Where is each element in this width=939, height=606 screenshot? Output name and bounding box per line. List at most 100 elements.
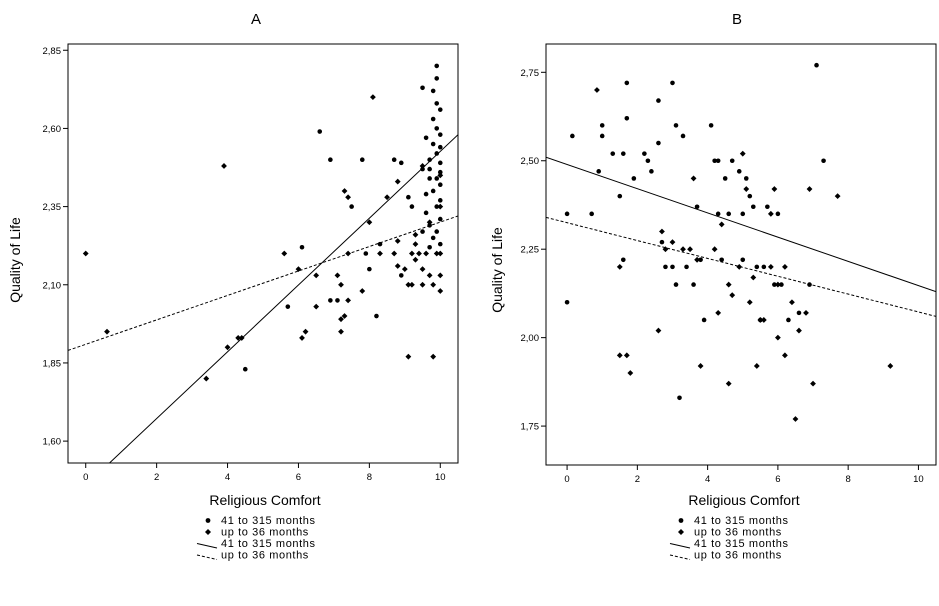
data-point-circle bbox=[747, 193, 753, 199]
data-point-circle bbox=[398, 160, 404, 166]
data-point-circle bbox=[564, 211, 570, 217]
data-point-circle bbox=[427, 223, 432, 228]
data-point-circle bbox=[740, 211, 746, 217]
data-point-diamond bbox=[437, 250, 444, 257]
x-tick-label: 0 bbox=[564, 474, 569, 485]
data-point-circle bbox=[437, 241, 443, 247]
plot-area bbox=[67, 43, 459, 464]
x-tick-label: 10 bbox=[435, 472, 446, 483]
data-point-circle bbox=[427, 157, 432, 162]
data-point-circle bbox=[715, 158, 721, 164]
legend-label: up to 36 months bbox=[694, 550, 782, 562]
data-point-diamond bbox=[725, 380, 732, 387]
data-point-circle bbox=[437, 160, 443, 166]
panel-title: A bbox=[251, 11, 261, 28]
x-tick-label: 2 bbox=[154, 472, 159, 483]
data-point-diamond bbox=[687, 246, 693, 253]
data-point-circle bbox=[765, 204, 770, 210]
tick-group: 0 2 4 6 8 10 1,75 2,00 2,25 2,50 2,75 bbox=[521, 68, 924, 485]
data-point-circle bbox=[670, 80, 675, 86]
chart-panel-a: A Quality of Life Religious Comfort 0 2 4 6… bbox=[7, 11, 459, 562]
data-point-diamond bbox=[338, 328, 344, 335]
data-point-circle bbox=[437, 216, 443, 222]
data-point-diamond bbox=[416, 250, 422, 257]
legend-label: 41 to 315 months bbox=[221, 515, 316, 527]
data-point-circle bbox=[599, 123, 605, 128]
x-tick-label: 4 bbox=[225, 472, 230, 483]
data-point-circle bbox=[409, 204, 415, 209]
data-point-circle bbox=[434, 63, 440, 69]
data-point-diamond bbox=[104, 328, 110, 335]
data-points bbox=[82, 63, 444, 382]
data-point-diamond bbox=[221, 163, 227, 169]
data-point-circle bbox=[430, 235, 436, 241]
data-point-diamond bbox=[739, 150, 746, 157]
data-point-diamond bbox=[694, 256, 700, 263]
data-point-diamond bbox=[412, 256, 419, 263]
data-point-circle bbox=[673, 123, 679, 128]
data-point-circle bbox=[620, 151, 626, 156]
data-point-diamond bbox=[405, 281, 412, 288]
data-point-diamond bbox=[394, 178, 401, 185]
data-point-diamond bbox=[669, 239, 676, 246]
data-point-diamond bbox=[623, 352, 630, 359]
data-point-circle bbox=[420, 166, 425, 172]
y-tick-label: 2,35 bbox=[43, 202, 62, 213]
data-point-circle bbox=[377, 241, 383, 247]
data-point-circle bbox=[434, 176, 440, 181]
legend-label: 41 to 315 months bbox=[694, 538, 789, 550]
legend-marker-circle bbox=[205, 518, 211, 523]
data-point-circle bbox=[656, 98, 661, 103]
data-point-diamond bbox=[437, 172, 444, 179]
data-point-circle bbox=[564, 299, 570, 305]
x-axis-title: Religious Comfort bbox=[688, 492, 799, 508]
data-point-diamond bbox=[409, 281, 415, 288]
x-tick-label: 6 bbox=[775, 474, 780, 485]
data-point-diamond bbox=[697, 363, 704, 369]
data-point-circle bbox=[430, 88, 436, 94]
data-point-diamond bbox=[437, 272, 444, 279]
data-point-circle bbox=[430, 141, 436, 147]
y-tick-label: 2,50 bbox=[521, 156, 540, 167]
y-tick-label: 2,10 bbox=[43, 280, 62, 291]
data-point-diamond bbox=[746, 299, 753, 306]
data-point-circle bbox=[434, 151, 440, 156]
legend-label: up to 36 months bbox=[694, 527, 782, 539]
data-point-circle bbox=[680, 133, 686, 139]
data-point-circle bbox=[328, 157, 333, 162]
data-point-diamond bbox=[711, 246, 718, 253]
plot-area bbox=[545, 43, 937, 466]
legend-line-dashed-line bbox=[669, 554, 691, 560]
data-point-circle bbox=[328, 298, 333, 303]
data-point-circle bbox=[624, 115, 630, 121]
data-point-circle bbox=[427, 244, 432, 250]
x-tick-label: 0 bbox=[83, 472, 88, 483]
data-point-circle bbox=[349, 204, 354, 209]
data-point-circle bbox=[423, 135, 429, 141]
data-point-circle bbox=[437, 169, 443, 175]
data-point-diamond bbox=[803, 309, 809, 316]
data-point-diamond bbox=[430, 353, 437, 360]
data-point-circle bbox=[673, 282, 679, 287]
y-tick-label: 2,00 bbox=[521, 333, 540, 344]
data-point-circle bbox=[406, 194, 411, 200]
data-points bbox=[564, 62, 894, 422]
data-point-diamond bbox=[806, 186, 813, 192]
data-point-diamond bbox=[412, 241, 419, 248]
data-point-circle bbox=[423, 210, 429, 216]
data-point-diamond bbox=[753, 363, 760, 369]
data-point-diamond bbox=[433, 250, 440, 257]
data-point-circle bbox=[698, 257, 703, 263]
data-point-diamond bbox=[690, 175, 697, 182]
legend-marker-circle bbox=[678, 518, 684, 523]
data-point-circle bbox=[589, 211, 594, 217]
data-point-diamond bbox=[281, 250, 288, 257]
data-point-diamond bbox=[616, 263, 623, 270]
data-point-circle bbox=[363, 251, 369, 256]
data-point-circle bbox=[242, 366, 248, 372]
data-point-circle bbox=[779, 282, 784, 287]
x-tick-label: 8 bbox=[367, 472, 372, 483]
data-point-diamond bbox=[419, 281, 426, 288]
legend-label: 41 to 315 months bbox=[694, 515, 789, 527]
